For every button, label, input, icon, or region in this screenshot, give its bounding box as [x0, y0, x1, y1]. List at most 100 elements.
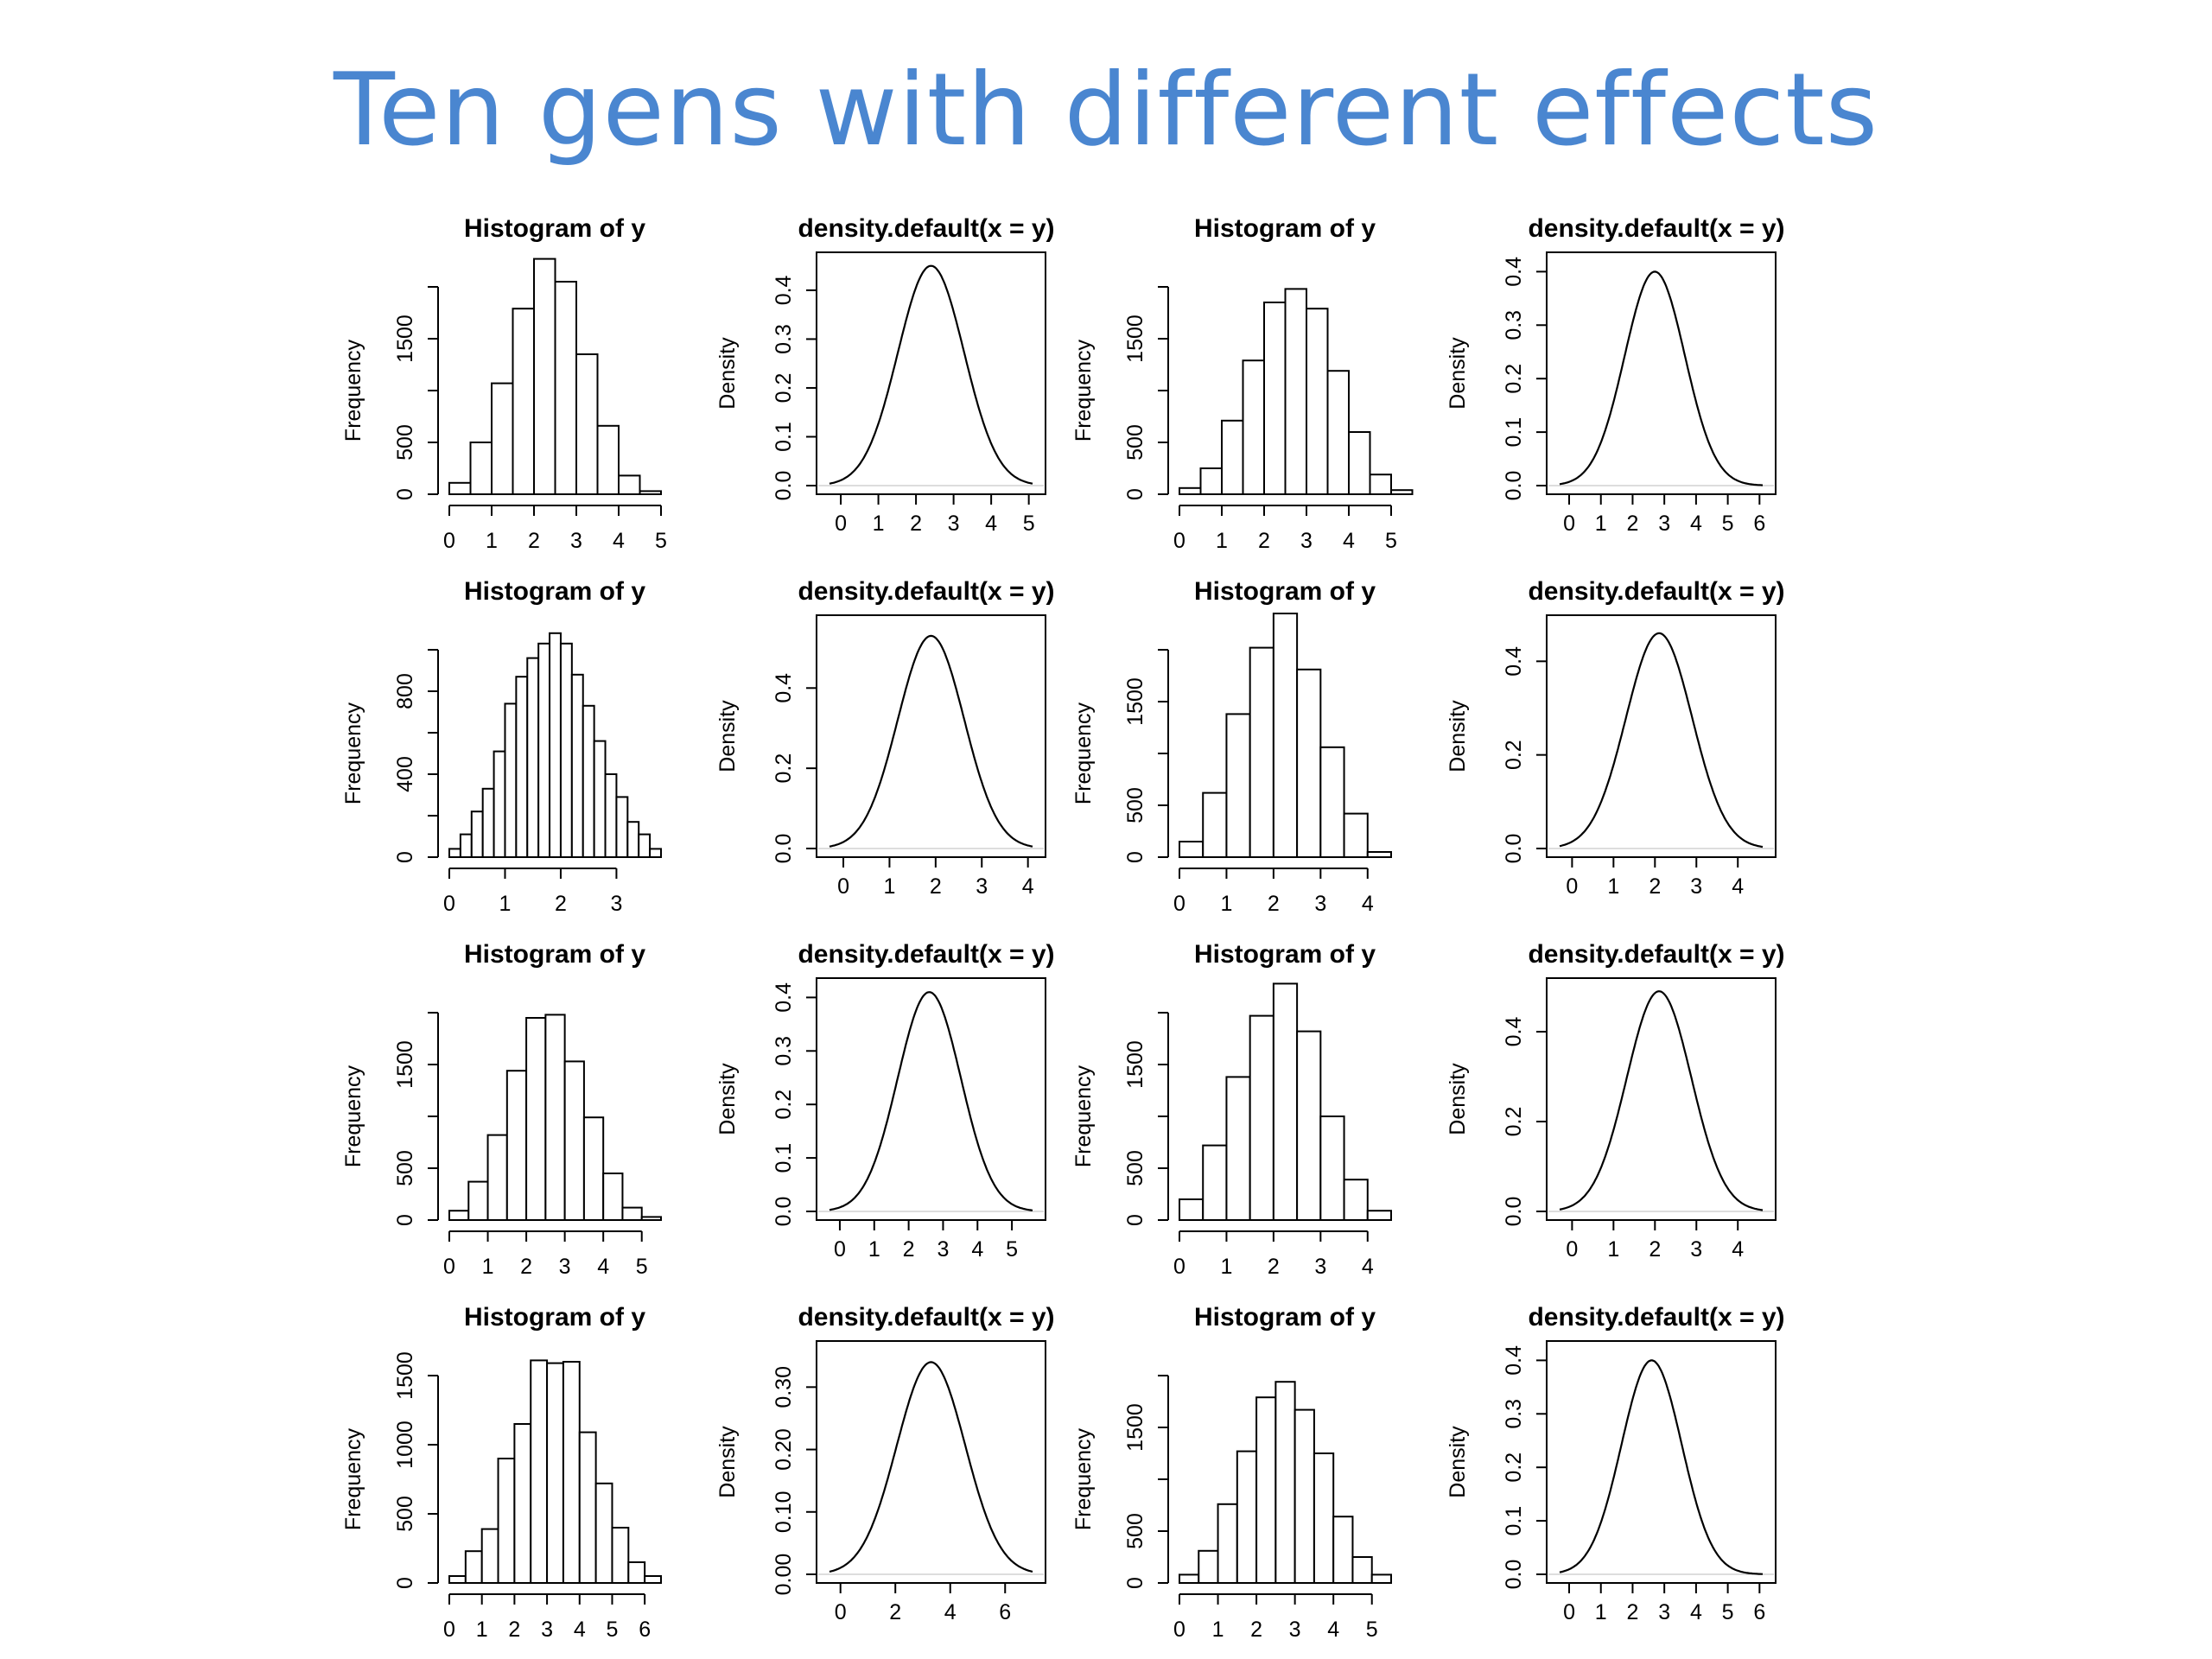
plot-frame: [1546, 614, 1777, 858]
x-tick-label: 0: [1173, 892, 1185, 916]
x-tick-label: 2: [903, 1237, 915, 1262]
histogram-bar: [594, 1482, 613, 1585]
y-tick-label: 0.2: [772, 373, 796, 404]
x-tick-label: 0: [443, 1618, 455, 1642]
chart-6: density.default(x = y) 0.0 0.2 0.4 Density 0 1…: [715, 577, 1055, 899]
density-line: [829, 1361, 1033, 1573]
histogram-bar: [1242, 359, 1265, 496]
x-tick-label: 4: [597, 1255, 609, 1279]
chart-10: density.default(x = y) 0.0 0.1 0.2 0.3 0.4 Den…: [715, 940, 1055, 1262]
x-tick-label: 1: [1595, 1600, 1607, 1624]
y-tick-label: 1500: [1123, 677, 1147, 726]
histogram-bar: [1198, 1549, 1219, 1585]
density-line: [1559, 1359, 1763, 1575]
histogram-bar: [1326, 370, 1350, 496]
x-tick-label: 3: [976, 874, 988, 899]
chart-title: Histogram of y: [1194, 577, 1376, 606]
y-tick-label: 0.4: [1502, 1345, 1526, 1376]
histogram-bar: [1249, 1014, 1274, 1221]
x-tick-label: 1: [1212, 1618, 1224, 1642]
histogram-bar: [582, 704, 595, 858]
histogram-bar: [611, 1527, 630, 1584]
density-line: [1559, 632, 1764, 849]
x-tick-label: 4: [613, 529, 625, 553]
y-tick-label: 0: [1123, 488, 1147, 500]
histogram-bar: [1306, 308, 1329, 496]
chart-title: Histogram of y: [464, 940, 645, 969]
x-tick-label: 1: [1216, 529, 1228, 553]
x-tick-label: 2: [1627, 512, 1639, 536]
y-axis-label: Frequency: [1071, 1065, 1096, 1167]
density-line: [1559, 990, 1764, 1211]
chart-1: Histogram of y 0 500 1500 Frequency 0 1 2 3 4 5: [341, 214, 667, 553]
histogram-bar: [1313, 1452, 1335, 1584]
x-tick-label: 6: [1753, 512, 1765, 536]
histogram-bar: [1351, 1556, 1373, 1584]
y-axis-label: Frequency: [1071, 1427, 1096, 1530]
y-tick-label: 1500: [393, 315, 417, 363]
plot-frame: [1546, 977, 1777, 1221]
y-tick-label: 0: [393, 1214, 417, 1226]
histogram-bar: [1202, 791, 1228, 858]
density-line: [829, 991, 1033, 1211]
x-tick-label: 0: [1566, 874, 1578, 899]
y-tick-label: 0.20: [772, 1428, 796, 1471]
y-tick-label: 1500: [1123, 1040, 1147, 1089]
y-axis-label: Density: [1446, 1426, 1470, 1498]
x-tick-label: 3: [948, 512, 960, 536]
x-tick-label: 3: [1690, 1237, 1702, 1262]
histogram-bar: [1263, 302, 1287, 495]
y-axis-label: Frequency: [341, 702, 365, 804]
histogram-bar: [459, 833, 473, 858]
histogram-bar: [644, 1575, 663, 1584]
y-tick-label: 500: [393, 1150, 417, 1186]
y-tick-label: 500: [1123, 1513, 1147, 1549]
histogram-bar: [1202, 1144, 1228, 1221]
histogram-bar: [627, 1561, 646, 1584]
x-tick-label: 2: [520, 1255, 532, 1279]
density-line: [829, 634, 1033, 848]
chart-15: Histogram of y 0 500 1500 Frequency 0 1 2 3 4 5: [1071, 1303, 1393, 1642]
x-tick-label: 4: [574, 1618, 586, 1642]
chart-3: Histogram of y 0 500 1500 Frequency 0 1 2 3 4 5: [1071, 214, 1414, 553]
y-tick-label: 500: [1123, 1150, 1147, 1186]
histogram-bar: [1179, 841, 1205, 858]
y-tick-label: 0.4: [1502, 257, 1526, 287]
x-tick-label: 1: [873, 512, 885, 536]
density-line: [829, 264, 1033, 485]
chart-title: Histogram of y: [1194, 214, 1376, 243]
x-tick-label: 3: [570, 529, 582, 553]
y-tick-label: 0: [393, 1577, 417, 1589]
chart-7: Histogram of y 0 500 1500 Frequency 0 1 2 3 4: [1071, 577, 1393, 916]
x-tick-label: 3: [1289, 1618, 1301, 1642]
x-tick-label: 3: [1690, 874, 1702, 899]
y-tick-label: 1500: [1123, 1403, 1147, 1452]
histogram-bar: [1343, 812, 1369, 858]
x-tick-label: 2: [1258, 529, 1270, 553]
x-tick-label: 1: [883, 874, 895, 899]
x-tick-label: 5: [1023, 512, 1035, 536]
chart-title: Histogram of y: [464, 1303, 645, 1332]
y-tick-label: 1500: [393, 1040, 417, 1089]
x-tick-label: 3: [541, 1618, 553, 1642]
histogram-bar: [546, 1362, 564, 1584]
x-tick-label: 0: [1173, 1618, 1185, 1642]
x-tick-label: 1: [482, 1255, 494, 1279]
x-tick-label: 0: [835, 1600, 847, 1624]
y-tick-label: 0.0: [1502, 1560, 1526, 1590]
x-tick-label: 3: [1300, 529, 1313, 553]
histogram-bar: [493, 750, 506, 858]
y-tick-label: 1000: [393, 1421, 417, 1469]
y-axis-label: Density: [715, 700, 740, 772]
histogram-bar: [1284, 288, 1307, 495]
y-axis-label: Density: [1446, 1063, 1470, 1135]
x-tick-label: 6: [999, 1600, 1011, 1624]
x-tick-label: 4: [1690, 1600, 1702, 1624]
x-tick-label: 3: [1658, 512, 1670, 536]
x-tick-label: 1: [1220, 1255, 1232, 1279]
chart-title: density.default(x = y): [798, 577, 1054, 606]
histogram-bar: [537, 642, 551, 858]
y-tick-label: 0.4: [772, 982, 796, 1013]
histogram-bar: [1366, 851, 1393, 858]
y-tick-label: 0.2: [772, 1090, 796, 1120]
